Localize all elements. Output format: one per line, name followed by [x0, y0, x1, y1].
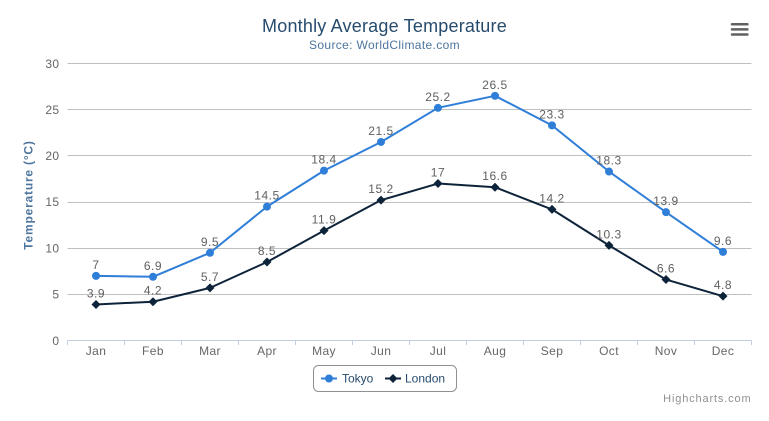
- svg-text:20: 20: [45, 149, 59, 163]
- svg-text:11.9: 11.9: [312, 213, 337, 227]
- svg-text:8.5: 8.5: [258, 244, 276, 258]
- svg-text:Dec: Dec: [712, 344, 735, 358]
- svg-text:25.2: 25.2: [425, 90, 451, 104]
- svg-text:5: 5: [52, 288, 59, 302]
- svg-text:15: 15: [45, 195, 59, 209]
- svg-text:14.2: 14.2: [539, 191, 565, 205]
- svg-text:9.6: 9.6: [714, 234, 732, 248]
- svg-text:25: 25: [45, 103, 59, 117]
- svg-text:16.6: 16.6: [482, 169, 508, 183]
- svg-text:Sep: Sep: [541, 344, 564, 358]
- svg-text:26.5: 26.5: [482, 78, 508, 92]
- svg-text:14.5: 14.5: [254, 189, 280, 203]
- svg-text:6.9: 6.9: [144, 259, 162, 273]
- svg-text:17: 17: [431, 166, 445, 180]
- svg-text:May: May: [312, 344, 336, 358]
- svg-text:13.9: 13.9: [653, 194, 679, 208]
- svg-text:21.5: 21.5: [368, 124, 394, 138]
- svg-text:7: 7: [92, 258, 99, 272]
- svg-text:Jul: Jul: [430, 344, 447, 358]
- svg-text:5.7: 5.7: [201, 270, 219, 284]
- svg-text:0: 0: [52, 334, 59, 348]
- svg-text:15.2: 15.2: [368, 182, 394, 196]
- svg-text:3.9: 3.9: [87, 287, 105, 301]
- svg-text:London: London: [405, 372, 445, 386]
- svg-text:Jun: Jun: [371, 344, 392, 358]
- svg-text:Oct: Oct: [599, 344, 619, 358]
- svg-text:9.5: 9.5: [201, 235, 219, 249]
- svg-text:Highcharts.com: Highcharts.com: [663, 393, 751, 405]
- svg-text:4.2: 4.2: [144, 284, 162, 298]
- svg-text:10.3: 10.3: [596, 227, 622, 241]
- svg-text:Tokyo: Tokyo: [342, 372, 374, 386]
- svg-text:30: 30: [45, 57, 59, 71]
- svg-text:18.4: 18.4: [311, 153, 337, 167]
- svg-text:Apr: Apr: [257, 344, 277, 358]
- svg-text:Nov: Nov: [655, 344, 678, 358]
- svg-text:Monthly Average Temperature: Monthly Average Temperature: [262, 16, 507, 36]
- svg-text:18.3: 18.3: [596, 154, 622, 168]
- svg-text:23.3: 23.3: [539, 107, 565, 121]
- svg-text:Source: WorldClimate.com: Source: WorldClimate.com: [309, 38, 460, 52]
- svg-text:Feb: Feb: [142, 344, 164, 358]
- svg-text:6.6: 6.6: [657, 262, 675, 276]
- svg-text:Aug: Aug: [484, 344, 507, 358]
- svg-text:Temperature (°C): Temperature (°C): [22, 140, 36, 249]
- svg-text:Jan: Jan: [86, 344, 107, 358]
- svg-text:4.8: 4.8: [714, 278, 732, 292]
- svg-text:10: 10: [45, 241, 59, 255]
- svg-text:Mar: Mar: [199, 344, 221, 358]
